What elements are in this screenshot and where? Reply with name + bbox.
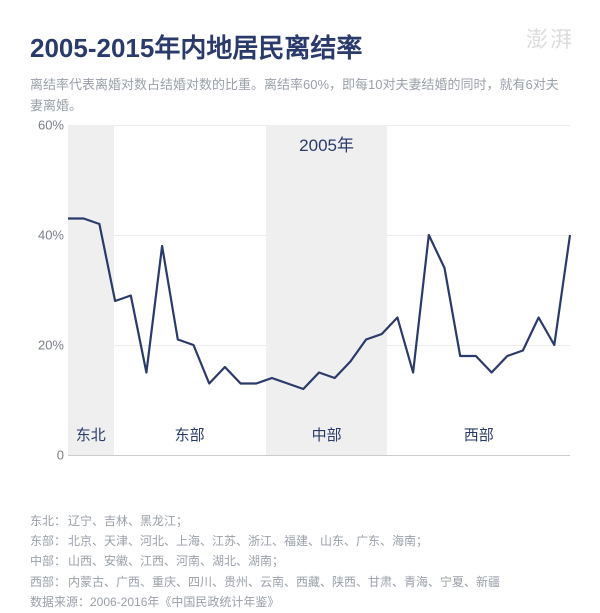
watermark: 澎湃 [526, 22, 574, 54]
x-axis [68, 455, 570, 456]
footnote-row: 西部：内蒙古、广西、重庆、四川、贵州、云南、西藏、陕西、甘肃、青海、宁夏、新疆 [30, 572, 570, 592]
footnote-row: 中部：山西、安徽、江西、河南、湖北、湖南； [30, 551, 570, 571]
footnote-label: 西部： [30, 572, 68, 592]
y-tick-label: 60% [30, 117, 64, 132]
footnote-text: 山西、安徽、江西、河南、湖北、湖南； [68, 551, 284, 571]
footnote-text: 辽宁、吉林、黑龙江； [68, 511, 188, 531]
y-tick-label: 0 [30, 447, 64, 462]
footnotes: 东北：辽宁、吉林、黑龙江；东部：北京、天津、河北、上海、江苏、浙江、福建、山东、… [30, 511, 570, 613]
y-tick-label: 40% [30, 227, 64, 242]
footnote-text: 内蒙古、广西、重庆、四川、贵州、云南、西藏、陕西、甘肃、青海、宁夏、新疆 [68, 572, 500, 592]
footnote-row: 东北：辽宁、吉林、黑龙江； [30, 511, 570, 531]
footnote-row: 东部：北京、天津、河北、上海、江苏、浙江、福建、山东、广东、海南； [30, 531, 570, 551]
footnote-label: 东北： [30, 511, 68, 531]
footnote-text: 数据来源：2006-2016年《中国民政统计年鉴》 [30, 592, 279, 612]
footnote-label: 中部： [30, 551, 68, 571]
footnote-row: 数据来源：2006-2016年《中国民政统计年鉴》 [30, 592, 570, 612]
plot-area: 东北东部中部西部2005年 [68, 125, 570, 455]
y-tick-label: 20% [30, 337, 64, 352]
chart-title: 2005-2015年内地居民离结率 [30, 28, 570, 65]
footnote-label: 东部： [30, 531, 68, 551]
chart-area: 020%40%60% 东北东部中部西部2005年 [30, 125, 570, 495]
data-line [68, 125, 570, 455]
chart-subtitle: 离结率代表离婚对数占结婚对数的比重。离结率60%，即每10对夫妻结婚的同时，就有… [30, 75, 570, 117]
footnote-text: 北京、天津、河北、上海、江苏、浙江、福建、山东、广东、海南； [68, 531, 428, 551]
page-root: 澎湃 2005-2015年内地居民离结率 离结率代表离婚对数占结婚对数的比重。离… [0, 0, 600, 600]
